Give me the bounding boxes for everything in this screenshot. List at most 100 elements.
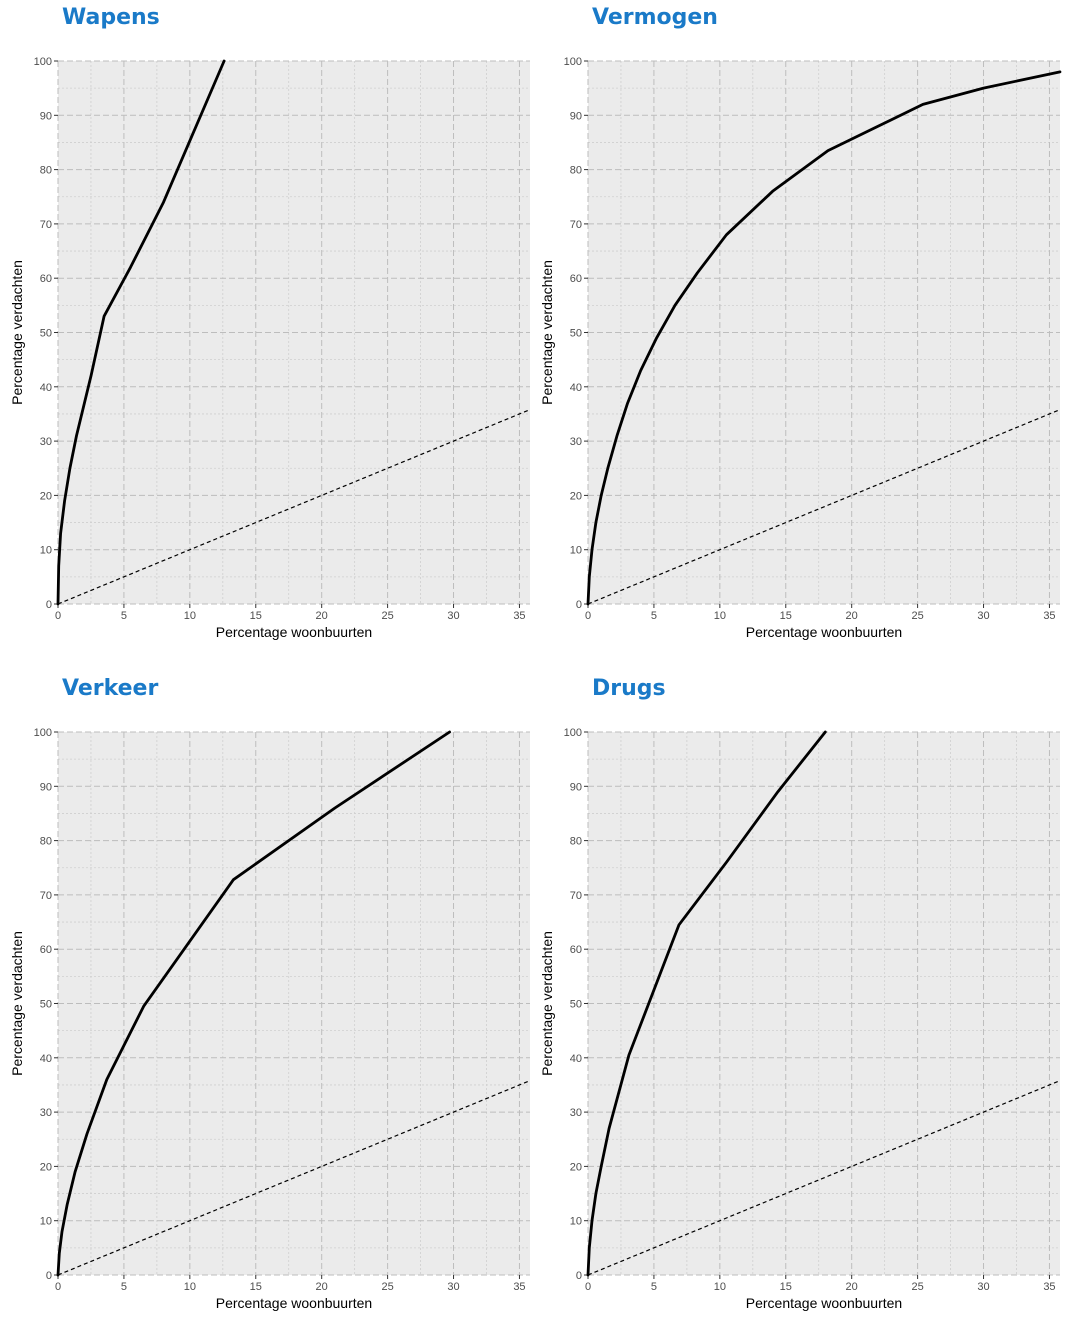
y-tick-label: 50: [570, 328, 582, 340]
panel-verkeer: Verkeer 0 5 10 15 20 25 30 35 0 10 20 30 40 50 60 70 80 9…: [0, 671, 531, 1321]
reference-diagonal-line: [587, 1080, 1061, 1276]
y-tick-label: 30: [40, 436, 52, 448]
y-tick-label: 70: [40, 890, 52, 902]
y-tick-label: 60: [570, 273, 582, 285]
y-tick-label: 80: [40, 165, 52, 177]
series-line: [56, 59, 226, 606]
y-tick-label: 80: [570, 836, 582, 848]
x-tick-label: 25: [911, 610, 923, 622]
y-tick-label: 70: [570, 219, 582, 231]
y-tick-label: 90: [570, 781, 582, 793]
y-tick-label: 40: [570, 382, 582, 394]
series-line: [586, 730, 827, 1277]
y-tick-label: 20: [40, 1161, 52, 1173]
x-tick-label: 30: [447, 610, 459, 622]
x-tick-label: 30: [447, 1281, 459, 1293]
x-tick-label: 5: [651, 1281, 657, 1293]
panel-drugs: Drugs 0 5 10 15 20 25 30 35 0 10 20 30 40 50 60 70 80 90 1…: [530, 671, 1061, 1321]
y-tick-label: 30: [40, 1107, 52, 1119]
y-tick-label: 0: [576, 1270, 582, 1282]
panel-title: Wapens: [62, 5, 160, 30]
panel-title: Vermogen: [592, 5, 718, 30]
y-tick-label: 70: [40, 219, 52, 231]
y-tick-label: 60: [570, 944, 582, 956]
x-tick-label: 35: [513, 610, 525, 622]
y-axis-title: Percentage verdachten: [539, 260, 555, 405]
reference-diagonal-line: [587, 409, 1061, 605]
y-tick-label: 0: [46, 1270, 52, 1282]
chart-vermogen: 0 5 10 15 20 25 30 35 0 10 20 30 40 50 60 70 80 90 100 Perc…: [539, 56, 1062, 640]
reference-diagonal-line: [57, 409, 531, 605]
x-tick-label: 25: [381, 610, 393, 622]
panel-title: Verkeer: [62, 676, 159, 701]
x-tick-label: 20: [846, 610, 858, 622]
y-tick-label: 50: [40, 328, 52, 340]
x-axis-title: Percentage woonbuurten: [216, 624, 372, 640]
y-tick-label: 20: [570, 1161, 582, 1173]
chart-drugs: 0 5 10 15 20 25 30 35 0 10 20 30 40 50 60 70 80 90 100 Perc…: [539, 727, 1061, 1311]
y-tick-label: 90: [40, 110, 52, 122]
x-tick-label: 35: [1043, 1281, 1055, 1293]
y-tick-label: 100: [34, 727, 52, 739]
x-tick-label: 10: [714, 610, 726, 622]
y-tick-label: 10: [40, 545, 52, 557]
y-tick-label: 20: [40, 490, 52, 502]
x-tick-label: 5: [121, 1281, 127, 1293]
x-axis-title: Percentage woonbuurten: [216, 1295, 372, 1311]
x-tick-label: 20: [316, 1281, 328, 1293]
y-tick-label: 30: [570, 1107, 582, 1119]
chart-wapens: 0 5 10 15 20 25 30 35 0 10 20 30 40 50 60 70 80 90 100 Perc…: [9, 56, 531, 640]
x-tick-label: 25: [911, 1281, 923, 1293]
x-tick-label: 35: [1043, 610, 1055, 622]
x-tick-label: 25: [381, 1281, 393, 1293]
x-tick-label: 30: [977, 610, 989, 622]
x-tick-label: 15: [780, 1281, 792, 1293]
x-tick-label: 0: [585, 1281, 591, 1293]
chart-verkeer: 0 5 10 15 20 25 30 35 0 10 20 30 40 50 60 70 80 90 100 Perc…: [9, 727, 531, 1311]
y-tick-label: 60: [40, 944, 52, 956]
y-tick-label: 50: [40, 999, 52, 1011]
y-tick-label: 0: [576, 599, 582, 611]
y-axis-title: Percentage verdachten: [539, 931, 555, 1076]
y-tick-label: 60: [40, 273, 52, 285]
y-tick-label: 0: [46, 599, 52, 611]
panel-title: Drugs: [592, 676, 666, 701]
x-tick-label: 10: [714, 1281, 726, 1293]
y-tick-label: 90: [40, 781, 52, 793]
series-line: [56, 730, 451, 1277]
y-tick-label: 70: [570, 890, 582, 902]
x-tick-label: 35: [513, 1281, 525, 1293]
x-tick-label: 20: [846, 1281, 858, 1293]
y-tick-label: 10: [570, 1216, 582, 1228]
x-axis-title: Percentage woonbuurten: [746, 624, 902, 640]
x-tick-label: 10: [184, 610, 196, 622]
y-tick-label: 40: [40, 1053, 52, 1065]
x-axis-title: Percentage woonbuurten: [746, 1295, 902, 1311]
y-tick-label: 40: [570, 1053, 582, 1065]
panel-wapens: Wapens 0 5 10 15 20 25 30 35 0 10 20 30 40 50 60 70 80 90…: [0, 0, 531, 650]
y-tick-label: 100: [564, 56, 582, 68]
y-tick-label: 100: [564, 727, 582, 739]
y-tick-label: 80: [40, 836, 52, 848]
x-tick-label: 10: [184, 1281, 196, 1293]
x-tick-label: 0: [55, 1281, 61, 1293]
x-tick-label: 0: [585, 610, 591, 622]
x-tick-label: 20: [316, 610, 328, 622]
x-tick-label: 15: [250, 610, 262, 622]
y-tick-label: 10: [570, 545, 582, 557]
y-tick-label: 100: [34, 56, 52, 68]
reference-diagonal-line: [57, 1080, 531, 1276]
x-tick-label: 15: [780, 610, 792, 622]
series-line: [586, 70, 1062, 606]
panel-vermogen: Vermogen 0 5 10 15 20 25 30 35 0 10 20 30 40 50 60 70 80…: [530, 0, 1062, 650]
y-tick-label: 40: [40, 382, 52, 394]
y-tick-label: 90: [570, 110, 582, 122]
x-tick-label: 5: [651, 610, 657, 622]
y-axis-title: Percentage verdachten: [9, 260, 25, 405]
y-tick-label: 50: [570, 999, 582, 1011]
y-tick-label: 20: [570, 490, 582, 502]
y-tick-label: 10: [40, 1216, 52, 1228]
y-tick-label: 80: [570, 165, 582, 177]
x-tick-label: 0: [55, 610, 61, 622]
x-tick-label: 5: [121, 610, 127, 622]
